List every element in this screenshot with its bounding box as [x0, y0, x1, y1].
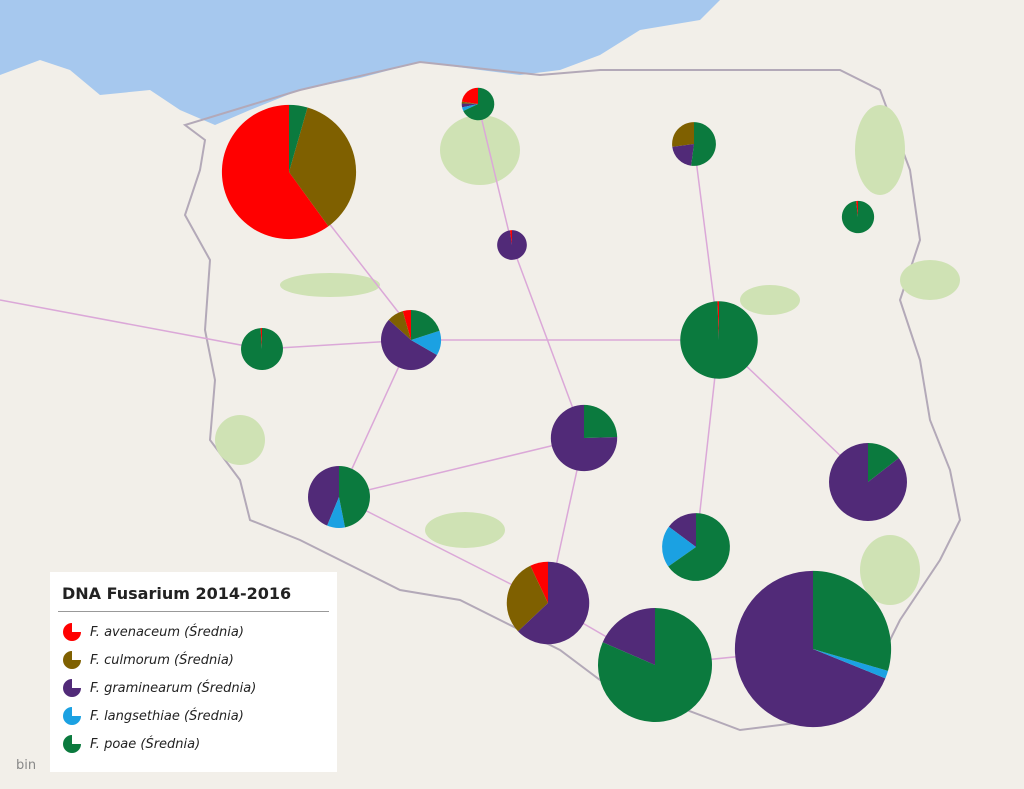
pie: [241, 328, 283, 370]
pie-slice: [289, 107, 357, 227]
pie-slice: [813, 570, 892, 671]
pie-slice: [241, 328, 283, 370]
pie-slice: [602, 607, 655, 665]
pie-slice: [461, 103, 478, 108]
pie: [381, 310, 442, 370]
pie-slice: [597, 607, 713, 723]
pie-slice: [327, 497, 346, 528]
pie-slice: [717, 301, 719, 340]
pie: [841, 200, 875, 234]
pie-slice: [530, 561, 548, 603]
pie-layer: [221, 87, 907, 728]
legend-swatch: [63, 707, 81, 725]
pie-slice: [509, 230, 512, 245]
pie-slice: [339, 466, 370, 528]
legend-icon: [63, 735, 81, 753]
legend-swatch: [63, 679, 81, 697]
pie: [497, 230, 527, 260]
legend-label: F. avenaceum (Średnia): [90, 624, 244, 640]
pie-slice: [411, 330, 442, 355]
pie: [597, 607, 713, 723]
pie-slice: [584, 404, 618, 438]
pie-slice: [260, 328, 262, 349]
legend-icon: [63, 707, 81, 725]
pie-slice: [221, 104, 329, 240]
pie: [734, 570, 892, 728]
parks: [215, 105, 960, 605]
pie-slice: [462, 104, 478, 112]
legend-item: F. langsethiae (Średnia): [62, 702, 337, 730]
pie-slice: [672, 144, 694, 166]
legend-swatch: [63, 623, 81, 641]
legend-icon: [63, 679, 81, 697]
pie-slice: [691, 122, 716, 166]
country-border: [182, 60, 962, 732]
legend-label: F. graminearum (Średnia): [90, 680, 257, 696]
pie-slice: [734, 570, 886, 728]
legend-label: F. culmorum (Średnia): [90, 652, 234, 668]
pie: [461, 87, 495, 121]
legend-swatch: [63, 735, 81, 753]
legend-icon: [63, 651, 81, 669]
pie: [680, 301, 758, 379]
legend-item: F. culmorum (Średnia): [62, 646, 337, 674]
legend-item: F. avenaceum (Średnia): [62, 618, 337, 646]
pie-slice: [841, 200, 875, 234]
pie: [506, 561, 590, 645]
pie-slice: [829, 443, 907, 521]
pie-slice: [813, 649, 888, 679]
pie: [308, 466, 370, 528]
pie-slice: [461, 87, 478, 104]
legend-label: F. poae (Średnia): [90, 736, 201, 752]
pie-slice: [388, 311, 411, 340]
pie-slice: [662, 526, 696, 567]
pie-slice: [308, 466, 339, 526]
pie: [672, 122, 716, 166]
legend-icon: [63, 623, 81, 641]
pie-slice: [506, 565, 548, 632]
pie: [550, 404, 618, 472]
pie: [221, 104, 357, 240]
legend-items: F. avenaceum (Średnia) F. culmorum (Średn…: [50, 618, 337, 758]
pie: [662, 513, 730, 581]
pie-slice: [463, 87, 495, 121]
attribution: bin: [16, 758, 37, 773]
legend-label: F. langsethiae (Średnia): [90, 708, 244, 724]
pie-slice: [668, 513, 730, 581]
pie-slice: [289, 104, 308, 172]
pie-slice: [497, 230, 527, 260]
pie-slice: [680, 301, 758, 379]
pie-slice: [856, 200, 858, 217]
pie: [829, 443, 907, 521]
sea: [0, 0, 720, 125]
pie-slice: [672, 122, 694, 147]
pie-slice: [381, 319, 437, 370]
legend: DNA Fusarium 2014-2016 F. avenaceum (Śre…: [50, 572, 337, 772]
pie-slice: [518, 561, 590, 645]
pie-slice: [868, 443, 899, 482]
pie-slice: [461, 101, 478, 104]
legend-swatch: [63, 651, 81, 669]
legend-divider: [58, 611, 329, 612]
pie-slice: [411, 310, 440, 340]
legend-item: F. graminearum (Średnia): [62, 674, 337, 702]
pie-slice: [668, 513, 696, 547]
legend-item: F. poae (Średnia): [62, 730, 337, 758]
legend-title: DNA Fusarium 2014-2016: [62, 584, 292, 603]
pie-slice: [402, 310, 411, 340]
